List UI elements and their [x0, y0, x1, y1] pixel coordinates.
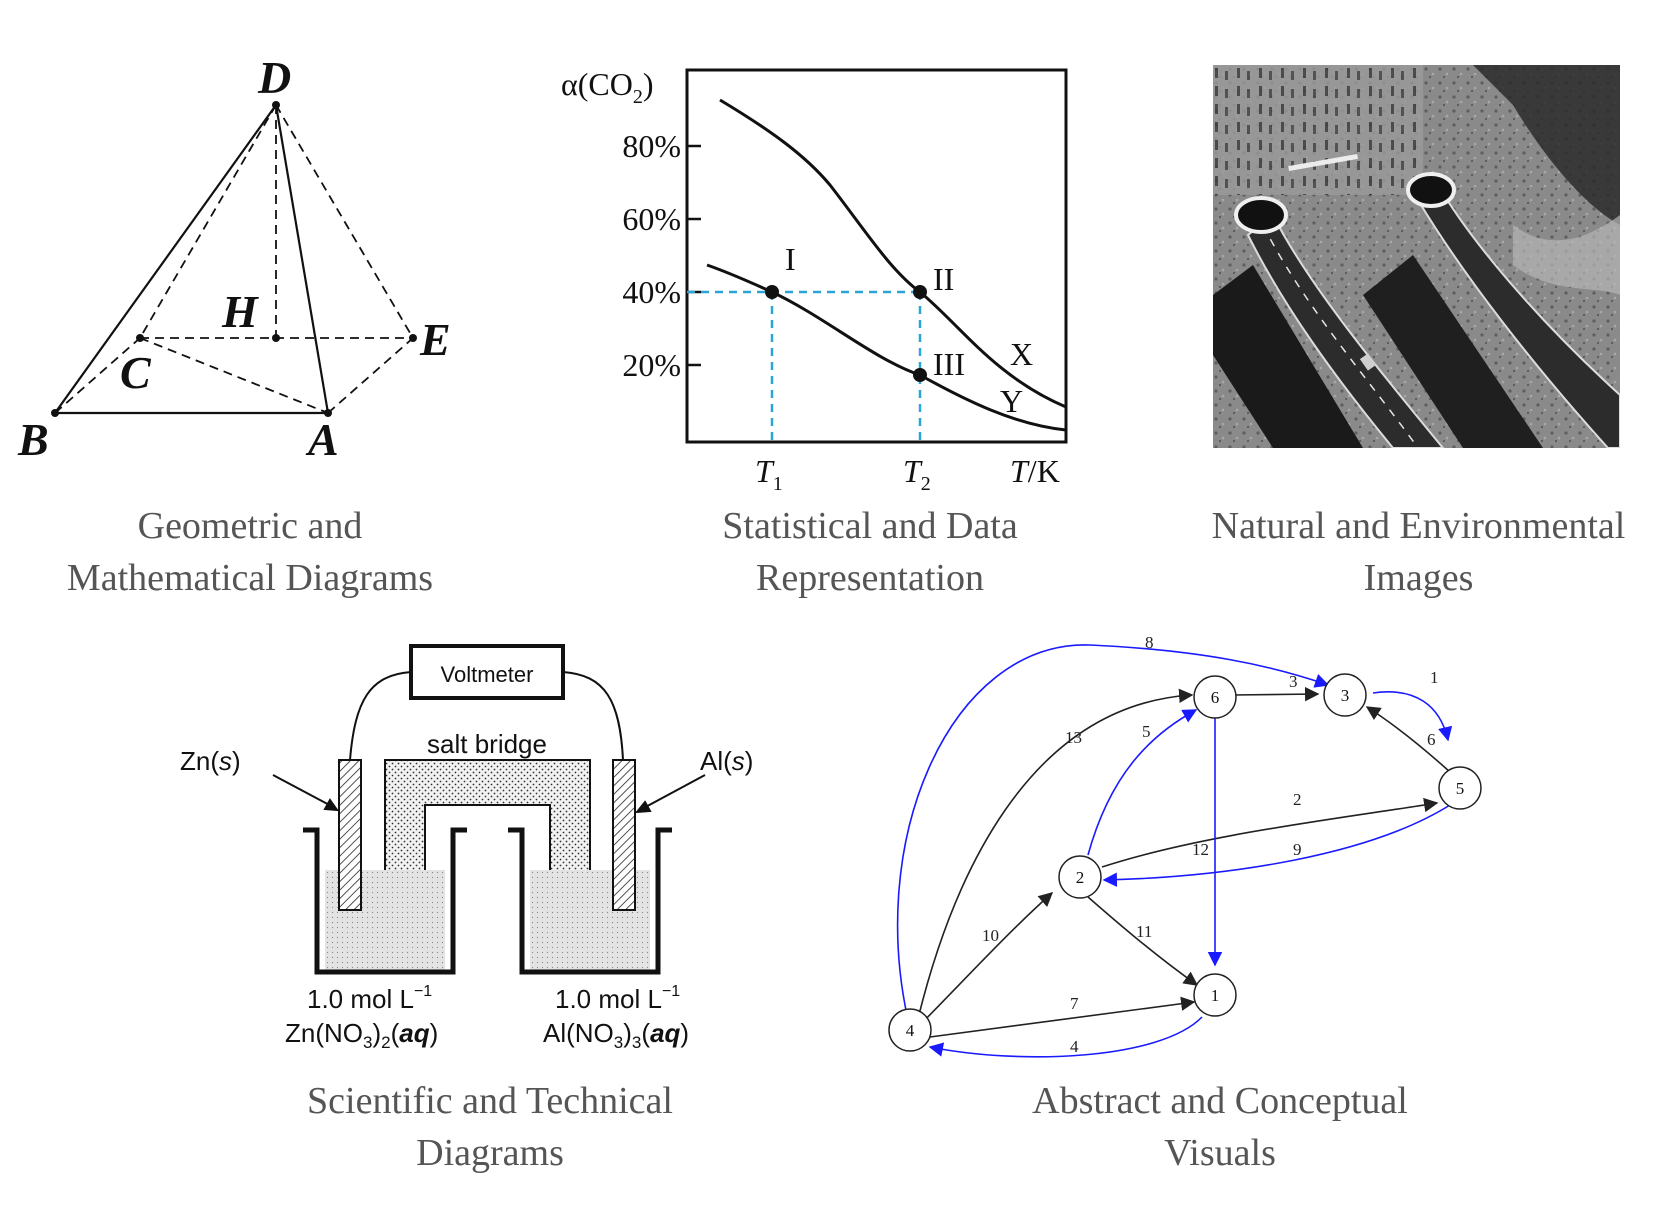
- vertex-b: [51, 409, 59, 417]
- edge-2-6: [1087, 709, 1198, 856]
- x-tick-t2: T2: [903, 453, 931, 495]
- al-label: Al(s): [700, 746, 753, 776]
- edge-label-6: 6: [1427, 730, 1436, 749]
- curve-y: [706, 263, 1067, 432]
- y-axis-label: α(CO2): [561, 66, 654, 108]
- caption-geometry: Geometric and Mathematical Diagrams: [66, 505, 434, 599]
- edge-label-3: 3: [1289, 672, 1298, 691]
- node-label-6: 6: [1211, 688, 1220, 707]
- zn-electrode: [338, 759, 362, 911]
- edge-label-8: 8: [1145, 633, 1154, 652]
- edge-6-3: [1231, 686, 1320, 702]
- edge-label-1: 1: [1430, 668, 1439, 687]
- label-b: B: [17, 414, 49, 465]
- edge-label-10: 10: [982, 926, 999, 945]
- vertex-e: [409, 334, 417, 342]
- edge-label-2: 2: [1293, 790, 1302, 809]
- label-e: E: [419, 314, 451, 365]
- y-tick-20: 20%: [622, 347, 681, 383]
- edge-db: [54, 104, 277, 414]
- vertex-a: [324, 409, 332, 417]
- x-tick-t1: T1: [755, 453, 783, 495]
- point-iii: [913, 368, 927, 382]
- vertex-h: [272, 334, 280, 342]
- vertex-c: [136, 334, 144, 342]
- edge-2-5: [1101, 797, 1439, 868]
- edge-bc: [54, 337, 141, 414]
- wire-left: [349, 671, 412, 761]
- left-formula: Zn(NO3)2(aq): [285, 1018, 438, 1052]
- edge-4-3: [896, 644, 1330, 1041]
- right-beaker: [508, 827, 672, 975]
- label-d: D: [257, 55, 291, 103]
- vertex-d: [272, 101, 280, 109]
- edge-da: [274, 104, 330, 414]
- edge-4-2: [907, 892, 1054, 1038]
- caption-natural: Natural and Environmental Images: [1211, 505, 1626, 599]
- edge-5-2: [1102, 804, 1451, 887]
- node-3: [1323, 673, 1367, 717]
- edge-2-1: [1087, 896, 1199, 986]
- caption-abstract: Abstract and Conceptual Visuals: [1032, 1080, 1408, 1174]
- node-1: [1193, 973, 1237, 1017]
- node-label-3: 3: [1341, 686, 1350, 705]
- edge-label-9: 9: [1293, 840, 1302, 859]
- voltmeter-label: Voltmeter: [441, 662, 534, 687]
- edge-ae: [327, 337, 414, 414]
- node-4: [888, 1008, 932, 1052]
- geometry-diagram: D H E C B A: [17, 55, 451, 465]
- galvanic-cell-diagram: Voltmeter salt bridge Zn(s) Al(s) 1.0 mo…: [180, 644, 753, 1052]
- right-concentration: 1.0 mol L−1: [555, 983, 680, 1014]
- edge-4-1: [929, 996, 1196, 1038]
- label-curve-y: Y: [1000, 383, 1023, 419]
- node-label-4: 4: [906, 1021, 915, 1040]
- node-6: [1193, 675, 1237, 719]
- y-tick-40: 40%: [622, 274, 681, 310]
- edge-label-13: 13: [1065, 728, 1082, 747]
- edge-label-12: 12: [1192, 840, 1209, 859]
- node-5: [1438, 766, 1482, 810]
- x-axis-label: T/K: [1010, 453, 1060, 489]
- edge-5-3: [1365, 706, 1451, 773]
- node-label-1: 1: [1211, 986, 1220, 1005]
- caption-scientific: Scientific and Technical Diagrams: [307, 1080, 673, 1174]
- label-point-ii: II: [933, 261, 954, 297]
- edge-label-5: 5: [1142, 722, 1151, 741]
- node-2: [1058, 855, 1102, 899]
- edge-3-5: [1372, 691, 1453, 742]
- curve-x: [719, 98, 1067, 409]
- salt-bridge-label: salt bridge: [427, 729, 547, 759]
- caption-statistical: Statistical and Data Representation: [722, 505, 1018, 599]
- label-point-i: I: [785, 241, 796, 277]
- label-a: A: [305, 414, 339, 465]
- wire-right: [562, 671, 624, 761]
- edge-1-4: [928, 1016, 1203, 1058]
- y-tick-60: 60%: [622, 201, 681, 237]
- point-ii: [913, 285, 927, 299]
- edge-label-11: 11: [1136, 922, 1152, 941]
- label-h: H: [221, 286, 259, 337]
- point-i: [765, 285, 779, 299]
- edge-de: [275, 104, 414, 339]
- edge-label-4: 4: [1070, 1037, 1079, 1056]
- plot-frame: [685, 68, 1068, 444]
- node-label-2: 2: [1076, 868, 1085, 887]
- label-point-iii: III: [933, 346, 965, 382]
- left-concentration: 1.0 mol L−1: [307, 983, 432, 1014]
- zn-label: Zn(s): [180, 746, 241, 776]
- left-beaker: [303, 827, 467, 975]
- y-tick-80: 80%: [622, 128, 681, 164]
- edge-label-7: 7: [1070, 994, 1079, 1013]
- label-c: C: [120, 347, 152, 398]
- label-curve-x: X: [1010, 336, 1033, 372]
- directed-graph: 1 2 3 4 5 6 8 3 1 13 5 6 2 12 9 10 11 7 …: [888, 633, 1482, 1058]
- al-electrode: [612, 759, 636, 911]
- aerial-tunnel-photo: [1213, 65, 1620, 448]
- statistical-chart: α(CO2) 80% 60% 40% 20% I II III X Y T1 T…: [561, 66, 1068, 495]
- node-label-5: 5: [1456, 779, 1465, 798]
- right-formula: Al(NO3)3(aq): [543, 1018, 689, 1052]
- edge-ca: [139, 337, 329, 414]
- edge-4-6: [912, 688, 1194, 1041]
